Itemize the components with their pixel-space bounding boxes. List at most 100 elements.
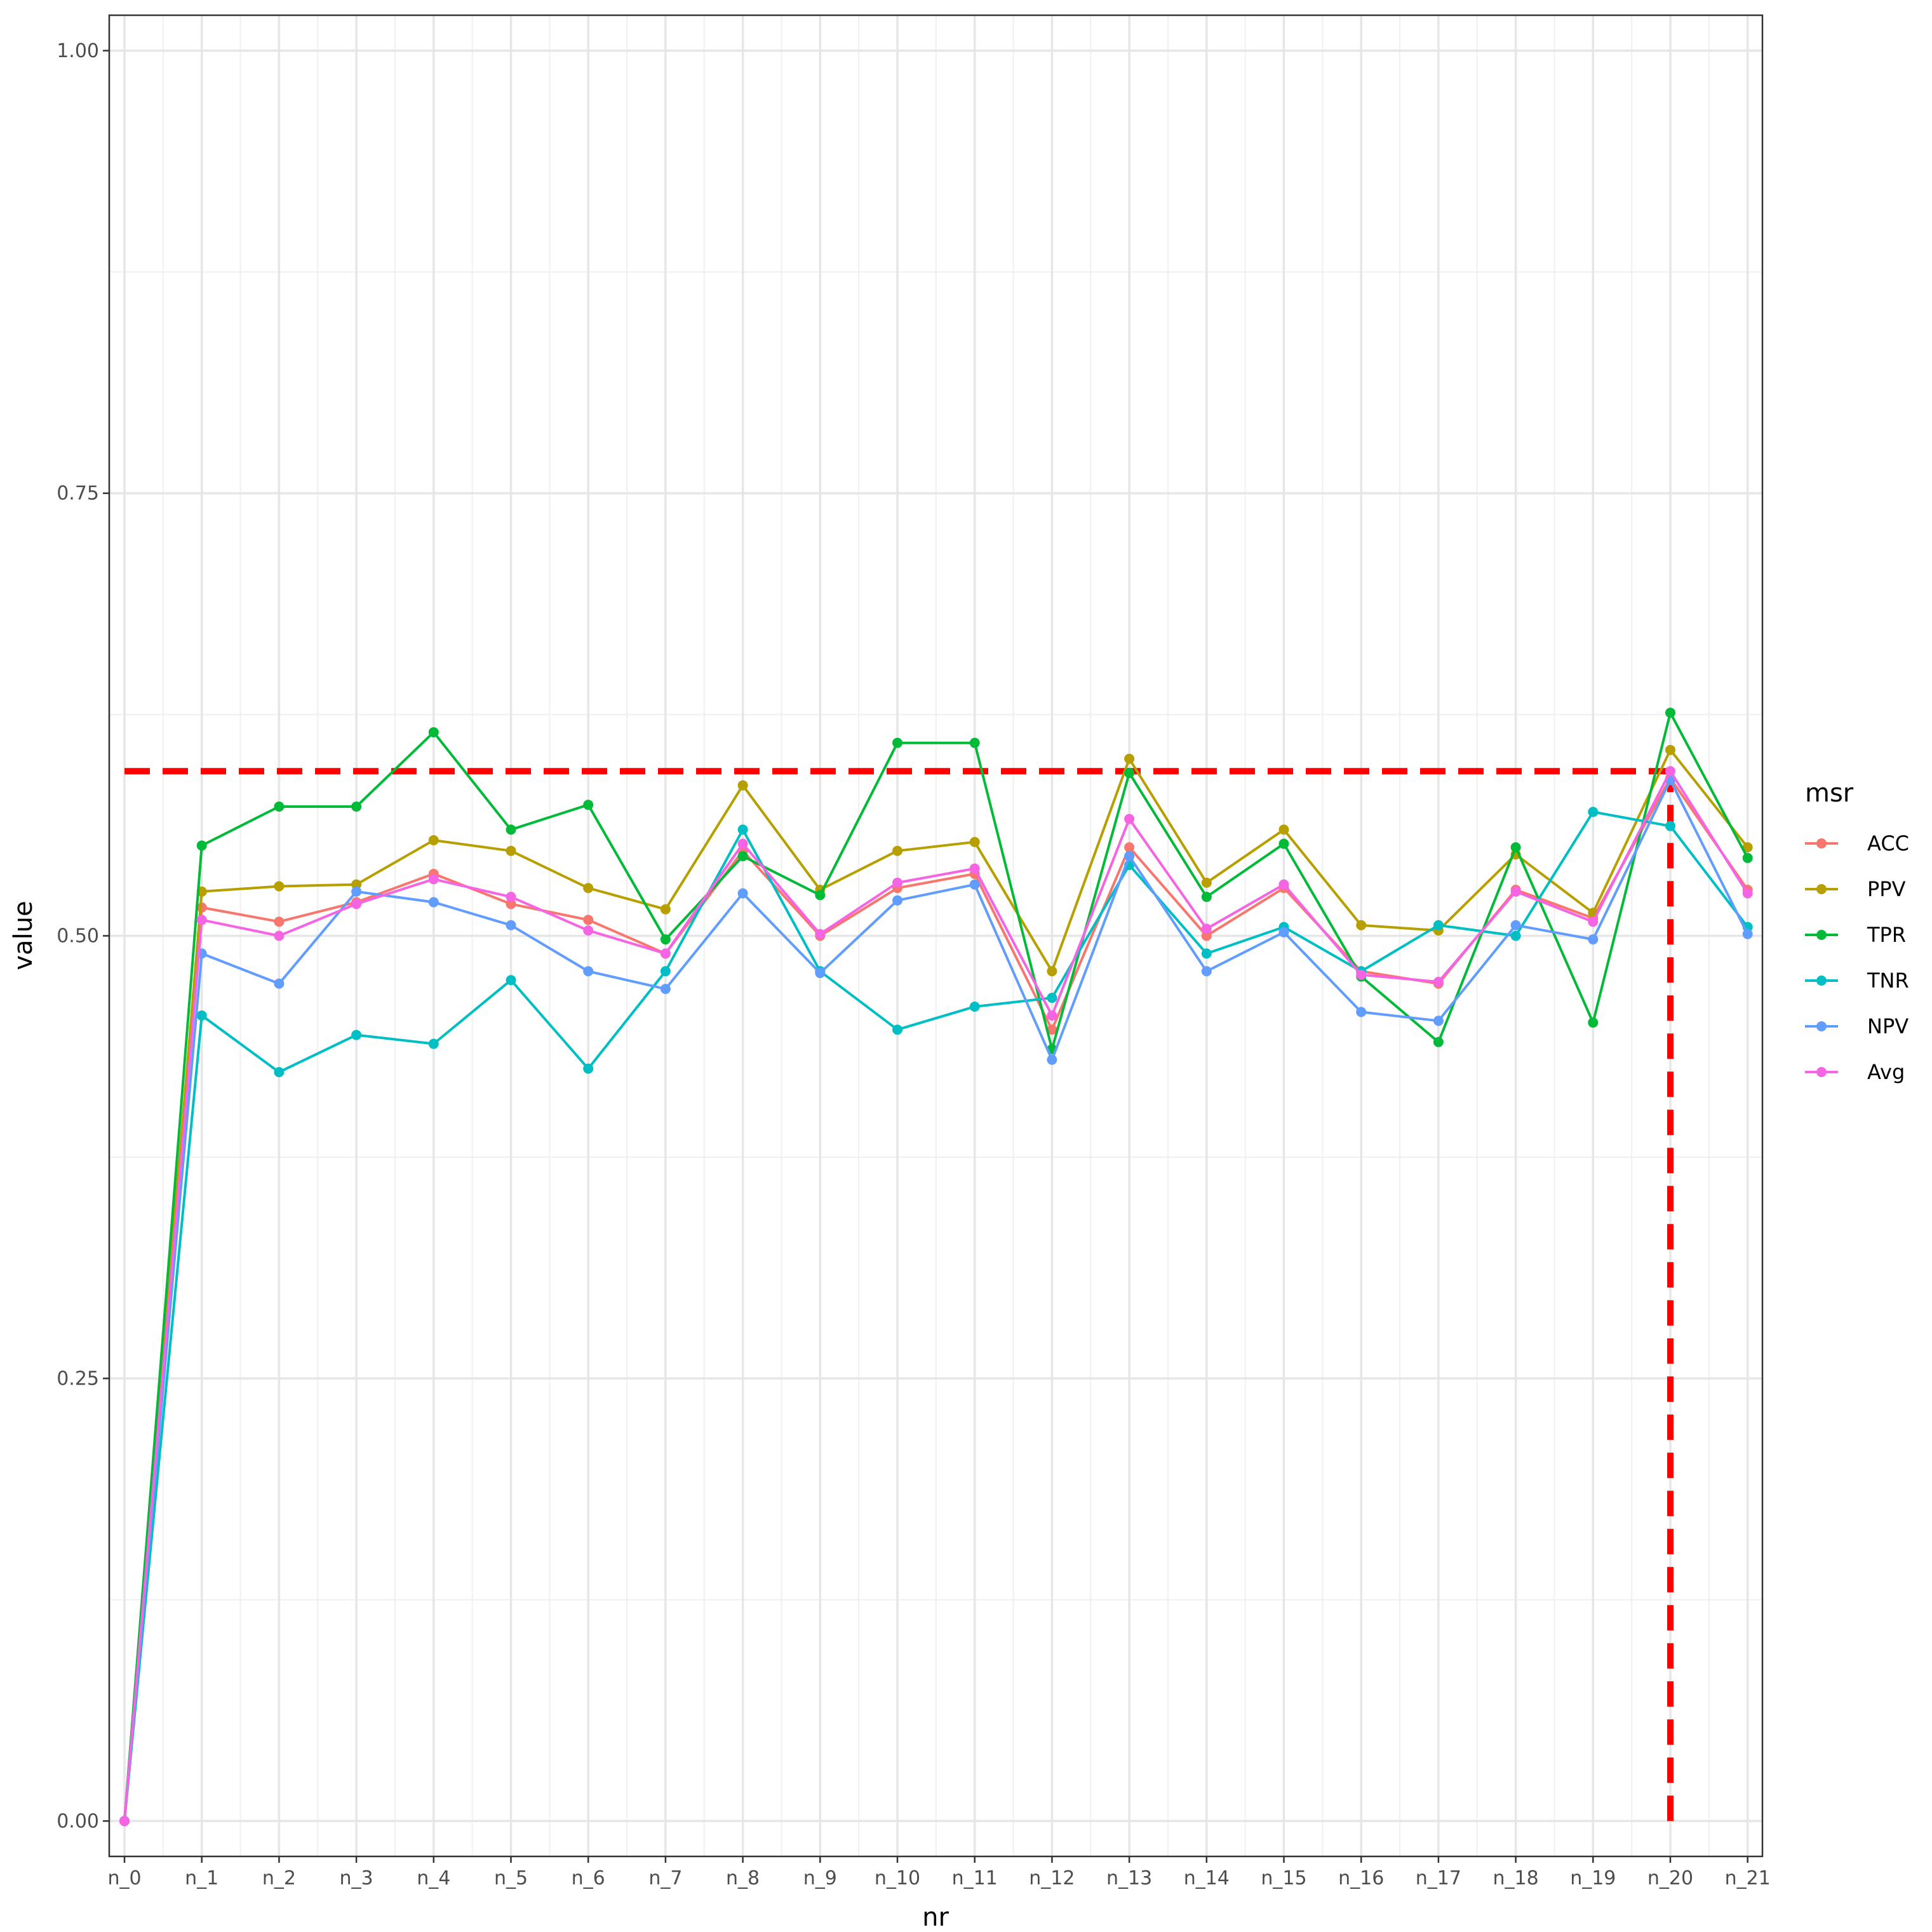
data-point-ppv: [1047, 966, 1057, 977]
data-point-ppv: [1124, 753, 1135, 764]
series-line-npv: [123, 779, 1749, 1821]
data-point-npv: [737, 888, 748, 899]
data-point-avg: [1665, 766, 1675, 777]
x-axis: n_0 n_1 n_2 n_3 n_4 n_5 n_6 n_7 n_8 n_9 n_10 n_11 n_…: [107, 1856, 1771, 1889]
x-tick-label: n_4: [417, 1867, 450, 1889]
legend-key-point-acc: [1816, 838, 1827, 849]
data-point-ppv: [1201, 877, 1212, 888]
x-tick-label: n_3: [340, 1867, 373, 1889]
data-point-npv: [815, 968, 826, 979]
data-point-avg: [815, 929, 826, 939]
data-point-avg: [119, 1816, 130, 1827]
data-point-tpr: [737, 851, 748, 862]
data-point-ppv: [428, 835, 439, 845]
x-tick-label: n_2: [262, 1867, 296, 1889]
x-tick-label: n_11: [952, 1867, 998, 1889]
data-point-acc: [274, 916, 285, 927]
data-point-tpr: [1588, 1017, 1599, 1028]
data-point-avg: [196, 915, 207, 925]
x-axis-title: nr: [922, 1903, 949, 1932]
data-point-tnr: [1201, 948, 1212, 959]
data-point-avg: [1047, 1010, 1057, 1021]
data-point-acc: [506, 899, 516, 909]
data-point-tnr: [660, 966, 671, 977]
data-point-tnr: [737, 824, 748, 835]
x-tick-label: n_9: [803, 1867, 837, 1889]
data-point-avg: [1124, 814, 1135, 824]
legend-label-ppv: PPV: [1867, 877, 1906, 901]
data-point-npv: [351, 886, 362, 897]
data-point-npv: [660, 984, 671, 995]
data-point-tpr: [351, 802, 362, 812]
data-point-tpr: [892, 737, 902, 748]
y-tick-label: 0.25: [57, 1367, 99, 1390]
data-point-tnr: [1665, 821, 1675, 831]
data-point-npv: [506, 920, 516, 930]
data-point-ppv: [506, 845, 516, 856]
data-point-tnr: [1433, 920, 1444, 930]
x-tick-label: n_14: [1184, 1867, 1230, 1889]
data-point-avg: [274, 930, 285, 941]
x-tick-label: n_1: [185, 1867, 218, 1889]
legend-key-point-tnr: [1816, 976, 1827, 986]
data-point-npv: [428, 897, 439, 908]
legend-key-point-ppv: [1816, 884, 1827, 894]
data-point-avg: [1510, 886, 1521, 897]
data-point-ppv: [1665, 744, 1675, 755]
data-point-tpr: [1201, 892, 1212, 902]
x-tick-label: n_8: [726, 1867, 760, 1889]
data-point-tpr: [428, 727, 439, 737]
x-tick-label: n_20: [1647, 1867, 1693, 1889]
x-tick-label: n_5: [494, 1867, 528, 1889]
data-point-npv: [1588, 934, 1599, 945]
data-point-ppv: [274, 881, 285, 892]
data-point-npv: [1510, 920, 1521, 930]
legend: msr ACC PPV TPR TNR NPV Avg: [1805, 779, 1909, 1084]
x-tick-label: n_19: [1570, 1867, 1616, 1889]
data-point-ppv: [583, 883, 594, 894]
x-tick-label: n_12: [1029, 1867, 1075, 1889]
data-point-avg: [892, 877, 902, 888]
x-tick-label: n_0: [107, 1867, 141, 1889]
y-axis: 0.00 0.25 0.50 0.75 1.00: [57, 40, 109, 1832]
y-axis-title: value: [9, 901, 38, 970]
x-tick-label: n_21: [1725, 1867, 1771, 1889]
data-point-ppv: [1356, 920, 1367, 930]
legend-label-tnr: TNR: [1867, 969, 1909, 993]
legend-label-tpr: TPR: [1867, 923, 1906, 947]
data-point-ppv: [1278, 824, 1289, 835]
data-point-avg: [737, 838, 748, 849]
data-point-acc: [1201, 930, 1212, 941]
data-point-acc: [1124, 842, 1135, 853]
data-point-npv: [583, 966, 594, 977]
data-point-npv: [1742, 929, 1753, 939]
x-tick-label: n_7: [648, 1867, 682, 1889]
data-point-ppv: [969, 836, 980, 847]
data-point-tpr: [1433, 1036, 1444, 1047]
data-point-avg: [1433, 976, 1444, 987]
data-point-avg: [1278, 879, 1289, 890]
x-tick-label: n_17: [1416, 1867, 1461, 1889]
data-point-tnr: [892, 1024, 902, 1035]
data-point-npv: [274, 978, 285, 989]
data-point-tpr: [196, 840, 207, 851]
series-line-avg: [123, 770, 1749, 1821]
data-point-npv: [1356, 1007, 1367, 1017]
data-point-ppv: [737, 780, 748, 791]
x-tick-label: n_6: [572, 1867, 605, 1889]
data-point-tpr: [506, 824, 516, 835]
data-point-tpr: [274, 802, 285, 812]
data-point-avg: [583, 925, 594, 936]
y-tick-label: 1.00: [57, 40, 99, 62]
data-point-avg: [660, 948, 671, 959]
x-tick-label: n_18: [1493, 1867, 1539, 1889]
data-point-npv: [1201, 966, 1212, 977]
data-point-npv: [1047, 1054, 1057, 1065]
data-point-tnr: [428, 1038, 439, 1049]
data-point-tpr: [1124, 768, 1135, 779]
series-line-ppv: [123, 748, 1749, 1821]
data-point-avg: [506, 892, 516, 902]
legend-title: msr: [1805, 779, 1854, 808]
data-point-ppv: [660, 904, 671, 915]
